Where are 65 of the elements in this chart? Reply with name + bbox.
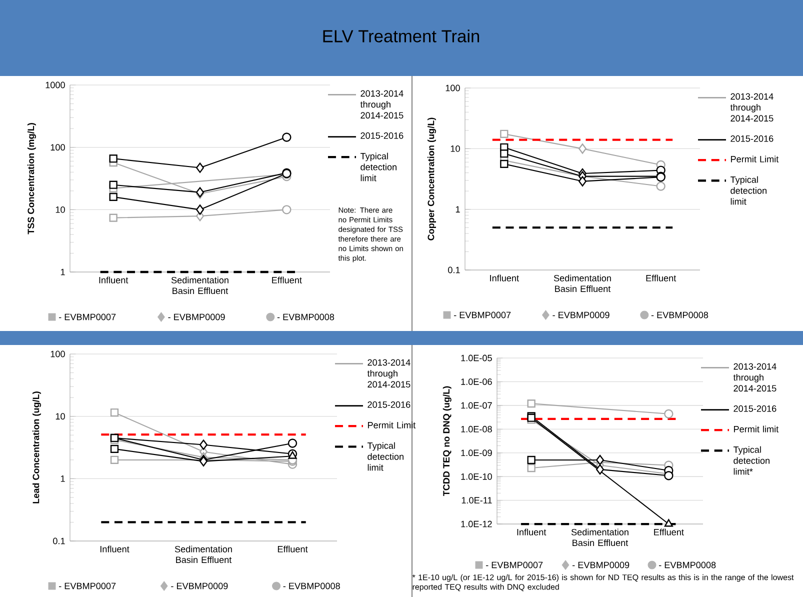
text: - EVBMP0008 xyxy=(277,314,334,320)
text: - EVBMP0008 xyxy=(651,312,708,318)
legend-label: 2013-2014 through 2014-2015 xyxy=(730,93,774,122)
text: - EVBMP0007 xyxy=(486,562,543,568)
legend-label: 2015-2016 xyxy=(734,405,776,412)
x-tick-label: Sedimentation Basin Effluent xyxy=(171,276,228,294)
legend-label: Permit Limit xyxy=(731,156,779,162)
y-tick-label: 10 xyxy=(56,413,65,420)
x-tick-label: Sedimentation Basin Effluent xyxy=(174,546,232,564)
legend-label: Typical detection limit* xyxy=(733,446,770,475)
y-axis-title: Lead Concentration (ug/L) xyxy=(32,392,42,504)
text: - EVBMP0009 xyxy=(552,312,610,318)
legend-label: 2013-2014 through 2014-2015 xyxy=(360,90,404,119)
legend-label: 2013-2014 through 2014-2015 xyxy=(733,363,776,392)
legend-label: Typical detection limit xyxy=(360,152,396,182)
y-tick-label: 1.0E-09 xyxy=(461,450,492,456)
legend-label: Permit limit xyxy=(734,426,779,432)
text: - EVBMP0007 xyxy=(454,312,511,318)
legend-label: 2015-2016 xyxy=(368,401,410,408)
x-tick-label: Influent xyxy=(517,528,546,536)
x-tick-label: Influent xyxy=(100,546,130,552)
x-tick-label: Effluent xyxy=(646,274,676,282)
y-tick-label: 1000 xyxy=(46,82,65,88)
y-tick-label: 1.0E-12 xyxy=(461,520,492,528)
y-tick-label: 1.0E-11 xyxy=(462,497,492,504)
y-axis-title: TCDD TEQ no DNQ (ug/L) xyxy=(442,386,452,496)
x-tick-label: Sedimentation Basin Effluent xyxy=(554,274,611,292)
text: ELV Treatment Train xyxy=(323,30,480,42)
legend-label: 2015-2016 xyxy=(730,135,774,142)
text: * 1E-10 ug/L (or 1E-12 ug/L for 2015-16) is shown for ND TEQ results as this is in the range of the lowest reported TEQ results with DNQ excluded xyxy=(412,574,794,592)
y-tick-label: 1.0E-06 xyxy=(461,378,492,385)
y-tick-label: 100 xyxy=(446,84,460,92)
legend-label: 2013-2014 through 2014-2015 xyxy=(367,359,410,388)
legend-label: Typical detection limit xyxy=(730,176,766,205)
y-tick-label: 1.0E-08 xyxy=(461,426,492,432)
text: - EVBMP0009 xyxy=(168,314,225,320)
x-tick-label: Influent xyxy=(99,276,128,284)
y-tick-label: 1 xyxy=(60,268,65,276)
x-tick-label: Effluent xyxy=(272,276,302,284)
text: - EVBMP0009 xyxy=(171,582,228,590)
y-axis-title: Copper Concentration (ug/L) xyxy=(428,118,436,240)
legend-label: Permit Limit xyxy=(368,422,416,428)
y-tick-label: 1.0E-07 xyxy=(461,402,492,409)
y-tick-label: 1.0E-05 xyxy=(461,354,492,362)
legend-label: Typical detection limit xyxy=(367,442,404,471)
y-tick-label: 0.1 xyxy=(448,266,460,274)
y-tick-label: 1 xyxy=(60,476,65,482)
y-tick-label: 10 xyxy=(450,145,460,152)
x-tick-label: Influent xyxy=(490,274,519,282)
x-tick-label: Sedimentation Basin Effluent xyxy=(571,528,628,546)
legend-label: 2015-2016 xyxy=(360,132,404,139)
y-tick-label: 0.1 xyxy=(53,538,65,544)
x-tick-label: Effluent xyxy=(654,528,684,536)
y-axis-title: TSS Concentration (mg/L) xyxy=(27,123,36,234)
y-tick-label: 100 xyxy=(50,350,65,358)
text: - EVBMP0007 xyxy=(59,582,116,590)
y-tick-label: 1 xyxy=(456,206,460,212)
text: - EVBMP0008 xyxy=(283,582,340,590)
text: - EVBMP0007 xyxy=(59,314,116,320)
y-tick-label: 1.0E-10 xyxy=(461,473,492,480)
y-tick-label: 10 xyxy=(56,206,65,213)
y-tick-label: 100 xyxy=(50,144,65,151)
x-tick-label: Effluent xyxy=(278,546,308,552)
text: - EVBMP0008 xyxy=(659,562,716,568)
text: - EVBMP0009 xyxy=(572,562,630,568)
